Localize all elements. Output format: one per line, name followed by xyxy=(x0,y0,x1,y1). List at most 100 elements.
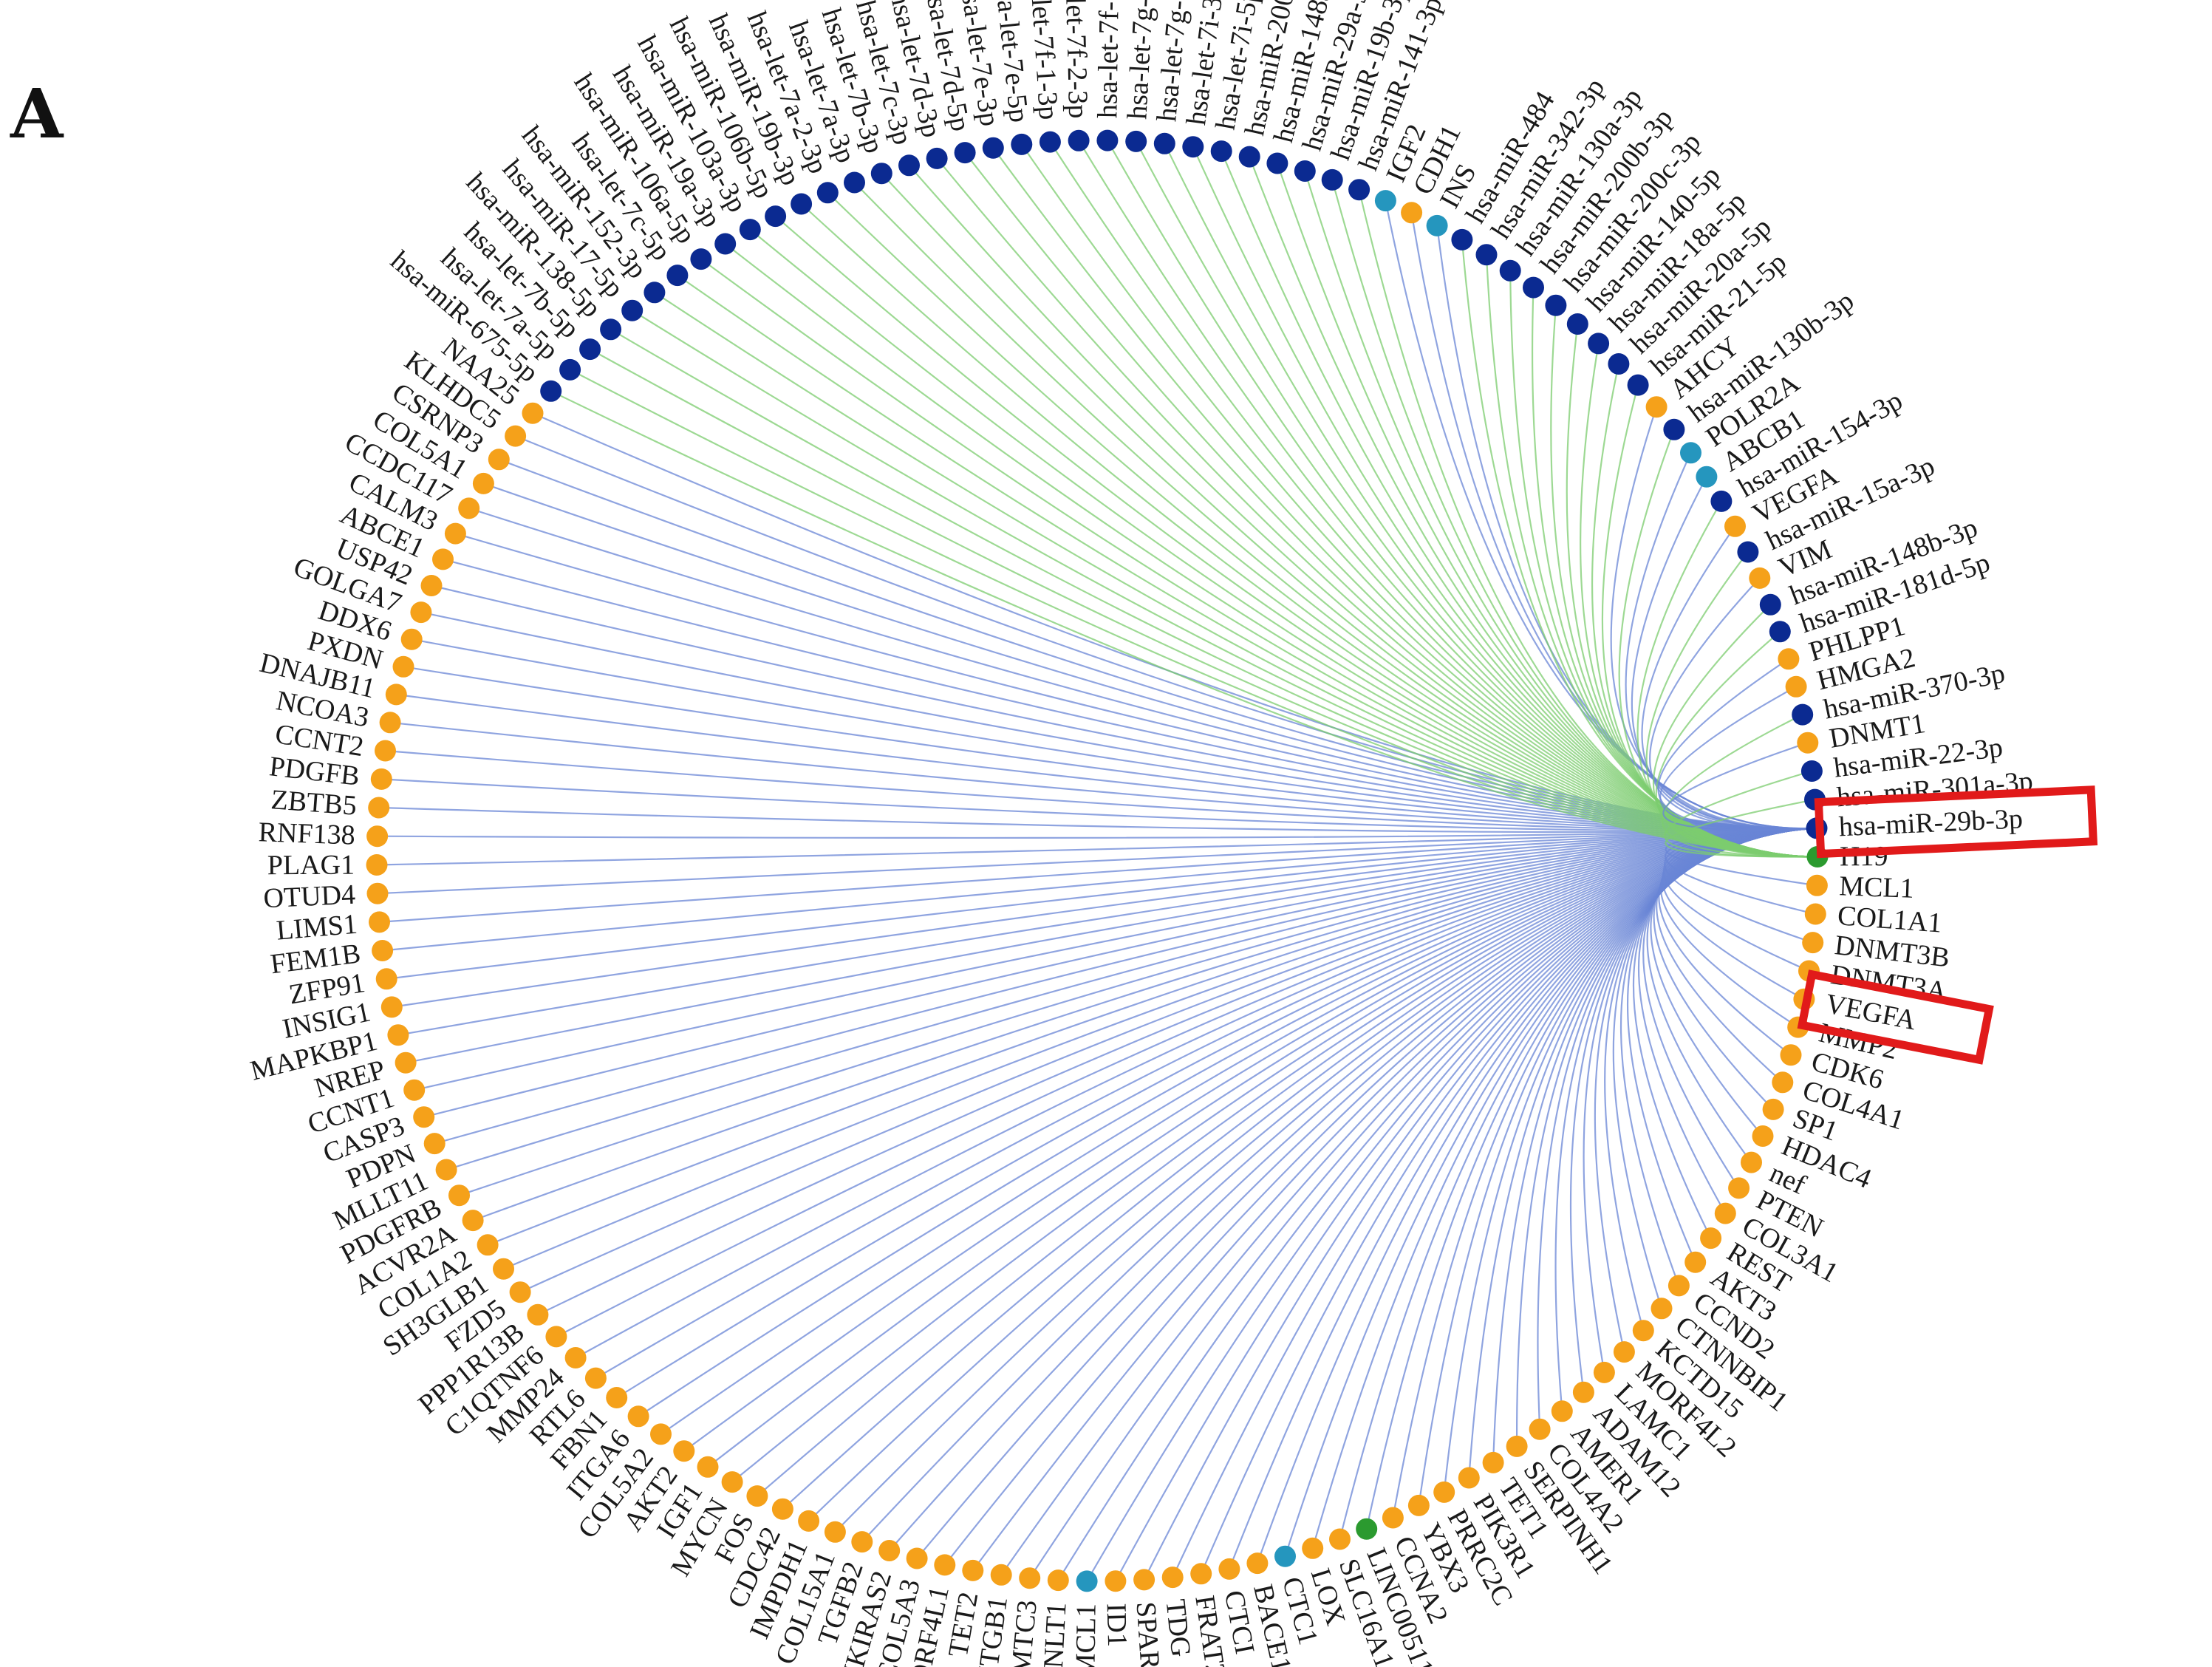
circrna-node xyxy=(1696,466,1718,488)
gene-node xyxy=(1667,1275,1690,1297)
network-edge xyxy=(1000,827,1817,1575)
gene-node xyxy=(385,683,407,706)
gene-node xyxy=(771,1498,793,1520)
mirna-node xyxy=(816,182,839,204)
network-edge xyxy=(972,827,1817,1572)
gene-node xyxy=(962,1559,984,1581)
gene-node xyxy=(527,1303,549,1326)
node-label: TDG xyxy=(1160,1598,1197,1658)
mirna-node xyxy=(1737,541,1759,563)
gene-node xyxy=(1804,903,1826,925)
gene-node xyxy=(488,449,510,471)
gene-node xyxy=(824,1521,846,1543)
mirna-node xyxy=(1294,160,1316,182)
gene-node xyxy=(366,854,388,876)
gene-node xyxy=(650,1423,672,1445)
mirna-node xyxy=(1475,244,1498,266)
gene-node xyxy=(1407,1494,1430,1516)
gene-node xyxy=(721,1471,743,1493)
mirna-node xyxy=(1588,333,1610,355)
gene-node xyxy=(375,740,396,762)
mirna-node xyxy=(690,248,712,270)
highlight-boxes xyxy=(1797,785,2098,1065)
network-edge xyxy=(1662,742,1817,831)
node-label: ID1 xyxy=(1101,1603,1133,1647)
gene-node xyxy=(851,1531,873,1553)
mirna-node xyxy=(1451,228,1473,250)
mirna-node xyxy=(714,233,737,255)
network-edge xyxy=(1618,429,1818,858)
gene-node xyxy=(420,575,443,596)
mirna-node xyxy=(1011,133,1033,155)
mirna-node xyxy=(1792,703,1814,726)
network-nodes xyxy=(366,129,1829,1592)
circrna-node xyxy=(1680,442,1701,464)
gene-node xyxy=(1302,1537,1324,1559)
mirna-node xyxy=(1566,313,1588,335)
gene-node xyxy=(368,797,390,819)
gene-node xyxy=(1401,202,1423,224)
gene-node xyxy=(458,497,480,519)
panel-label: A xyxy=(10,74,64,154)
network-edge xyxy=(1200,827,1817,1575)
mirna-node xyxy=(579,338,601,361)
mirna-node xyxy=(870,163,892,185)
mirna-node xyxy=(982,137,1004,159)
gene-node xyxy=(934,1554,956,1576)
gene-node xyxy=(1613,1341,1635,1363)
mirna-node xyxy=(1266,152,1288,174)
mirna-node xyxy=(540,380,562,402)
node-label: RNF138 xyxy=(258,817,355,850)
gene-node xyxy=(1684,1251,1707,1273)
mirna-node xyxy=(1608,353,1630,375)
gene-node xyxy=(1749,567,1771,589)
gene-node xyxy=(746,1485,768,1507)
mirna-node xyxy=(600,318,622,341)
mirna-node xyxy=(621,299,644,321)
network-edge xyxy=(1649,577,1817,830)
gene-node xyxy=(1019,1567,1041,1589)
network-edge xyxy=(1086,827,1817,1582)
gene-node xyxy=(395,1051,417,1074)
mirna-node xyxy=(739,219,761,241)
mirna-node xyxy=(1523,276,1544,299)
gene-node xyxy=(627,1405,649,1428)
mirna-node xyxy=(1238,146,1260,168)
gene-node xyxy=(584,1367,607,1389)
mirna-node xyxy=(1096,129,1119,151)
node-label: COL1A1 xyxy=(1837,900,1943,938)
network-edge xyxy=(1636,500,1818,858)
network-edge xyxy=(1645,551,1818,858)
mirna-node xyxy=(1800,760,1823,782)
gene-node xyxy=(505,425,527,447)
gene-node xyxy=(1651,1298,1673,1320)
mirna-node xyxy=(791,193,813,215)
mirna-node xyxy=(559,358,581,381)
gene-node xyxy=(1133,1569,1156,1591)
mirna-node xyxy=(1321,168,1343,191)
gene-node xyxy=(906,1547,928,1569)
circrna-node xyxy=(1374,190,1396,212)
gene-node xyxy=(1785,675,1807,698)
mirna-node xyxy=(1153,132,1175,154)
node-label: DYNLT1 xyxy=(1036,1601,1073,1667)
gene-node xyxy=(509,1281,531,1303)
gene-node xyxy=(379,712,401,734)
gene-node xyxy=(1700,1227,1722,1250)
gene-node xyxy=(1458,1467,1480,1489)
highlight-box xyxy=(1814,785,2098,859)
network-edge xyxy=(1057,827,1817,1581)
gene-node xyxy=(1741,1151,1762,1173)
gene-node xyxy=(564,1347,587,1368)
circrna-node xyxy=(1076,1570,1098,1592)
mirna-node xyxy=(765,205,787,228)
network-edge xyxy=(1641,525,1817,830)
gene-node xyxy=(1433,1481,1455,1503)
network-edge xyxy=(1601,384,1818,858)
gene-node xyxy=(493,1258,514,1280)
gene-node xyxy=(1482,1451,1504,1473)
mirna-node xyxy=(1627,374,1649,396)
gene-node xyxy=(1802,932,1824,954)
gene-node xyxy=(387,1024,409,1046)
